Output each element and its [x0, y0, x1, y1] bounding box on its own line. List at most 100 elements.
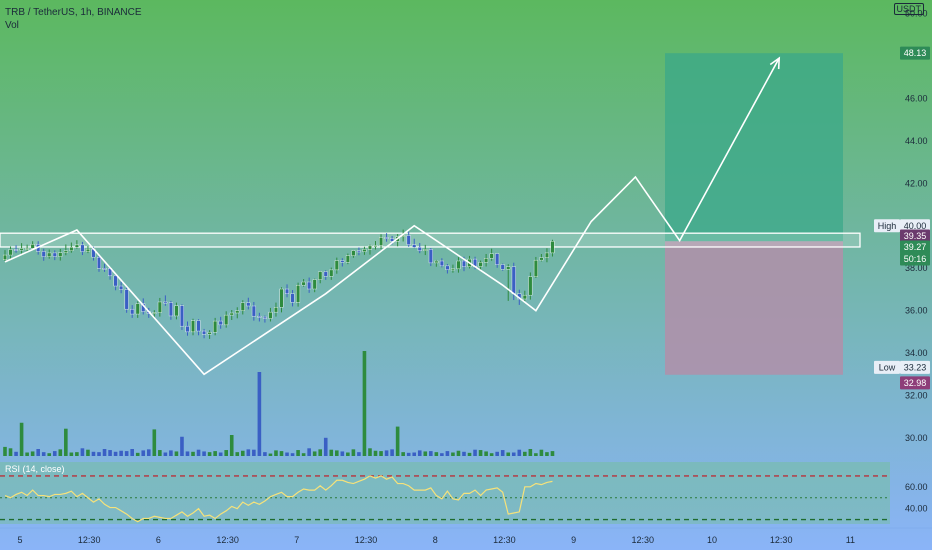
candle-body — [489, 253, 494, 259]
pattern-overlay — [4, 56, 781, 376]
low-label-tag-bg — [874, 360, 900, 374]
volume-bar — [534, 453, 538, 456]
volume-bar — [351, 449, 356, 456]
volume-bar — [511, 452, 516, 456]
x-tick-label: 12:30 — [78, 535, 101, 545]
volume-bar — [102, 449, 107, 456]
volume-bar — [451, 452, 455, 456]
high-label-tag: High — [874, 219, 900, 233]
currency-badge[interactable]: USDT — [893, 3, 924, 15]
candle-body — [296, 284, 301, 303]
candle-body — [279, 288, 284, 308]
volume-bar — [373, 450, 378, 456]
volume-bar — [434, 452, 439, 456]
high-value-tag-bg — [900, 219, 930, 233]
volume-bar — [274, 450, 278, 456]
rsi-line — [4, 475, 553, 523]
volume-bar — [318, 449, 323, 456]
candle-body — [544, 252, 549, 258]
volume-bar — [174, 451, 179, 456]
last-price-tag: 39.27 — [900, 240, 930, 254]
volume-bar — [196, 449, 201, 456]
volume-bar — [152, 429, 157, 456]
candle-body — [251, 305, 256, 317]
volume-bar — [25, 452, 29, 456]
candle-body — [484, 258, 489, 263]
candle-body — [3, 254, 7, 260]
volume-bar — [539, 449, 544, 456]
candle-body — [25, 248, 30, 250]
candle-body — [14, 249, 19, 251]
x-tick-label: 7 — [294, 535, 299, 545]
volume-bar — [86, 449, 90, 456]
y-tick-label: 46.00 — [905, 93, 928, 103]
volume-bar — [146, 449, 151, 456]
volume-bar — [279, 451, 284, 456]
candle-body — [450, 268, 455, 271]
volume-bar — [412, 452, 417, 456]
volume-bar — [417, 450, 422, 456]
candle-body — [367, 245, 372, 250]
rsi-tick-label: 40.00 — [905, 504, 928, 514]
volume-bar — [495, 451, 499, 456]
candle-body — [406, 235, 411, 245]
candle-body — [191, 320, 196, 333]
volume-bar — [3, 446, 7, 456]
x-tick-label: 11 — [846, 535, 855, 545]
last-price-tag-bg — [900, 240, 930, 254]
volume-bar — [119, 450, 123, 456]
candle-body — [356, 250, 361, 253]
volume-bar — [440, 453, 444, 456]
candle-body — [113, 275, 118, 287]
volume-bar — [346, 452, 350, 456]
volume-bar — [379, 451, 383, 456]
volume-bar — [263, 452, 267, 456]
rsi-layer — [0, 475, 890, 523]
candle-body — [390, 238, 395, 242]
volume-bar — [550, 451, 555, 456]
volume-bar — [141, 450, 146, 456]
y-tick-label: 36.00 — [905, 306, 928, 316]
x-tick-label: 12:30 — [216, 535, 239, 545]
candle-body — [30, 244, 35, 249]
x-tick-label: 12:30 — [770, 535, 793, 545]
volume-bar — [8, 448, 13, 456]
volume-bar — [473, 449, 477, 456]
candle-body — [439, 260, 444, 267]
candle-body — [351, 250, 356, 256]
candle-body — [329, 269, 334, 277]
volume-bar — [124, 451, 129, 456]
zone-top-price-tag-bg — [900, 229, 930, 243]
candles-layer — [3, 229, 555, 339]
volume-bar — [207, 452, 212, 456]
volume-bar — [395, 426, 400, 456]
volume-bar — [423, 451, 428, 456]
candle-body — [478, 262, 483, 267]
low-label-tag: Low — [874, 360, 900, 374]
volume-bar — [329, 449, 334, 456]
x-tick-label: 12:30 — [632, 535, 655, 545]
volume-bar — [41, 452, 46, 456]
candle-body — [85, 248, 90, 252]
symbol-title: TRB / TetherUS, 1h, BINANCE — [5, 7, 142, 18]
volume-bar — [462, 451, 466, 456]
candle-body — [323, 271, 328, 277]
low-value-tag-bg — [900, 360, 930, 374]
candle-body — [202, 330, 207, 335]
last-price-tag-text: 39.27 — [904, 242, 927, 252]
candle-body — [362, 249, 367, 252]
x-tick-label: 9 — [571, 535, 576, 545]
volume-bar — [312, 451, 317, 456]
candle-body — [511, 266, 516, 294]
candle-body — [19, 248, 24, 251]
volume-bar — [52, 451, 57, 456]
zone-top-price-tag-text: 39.35 — [904, 231, 927, 241]
volume-bar — [185, 451, 190, 456]
zone-top-price-tag: 39.35 — [900, 229, 930, 243]
candle-body — [345, 255, 350, 263]
candle-body — [539, 257, 544, 261]
x-tick-label: 5 — [17, 535, 22, 545]
y-tick-label: 30.00 — [905, 433, 928, 443]
